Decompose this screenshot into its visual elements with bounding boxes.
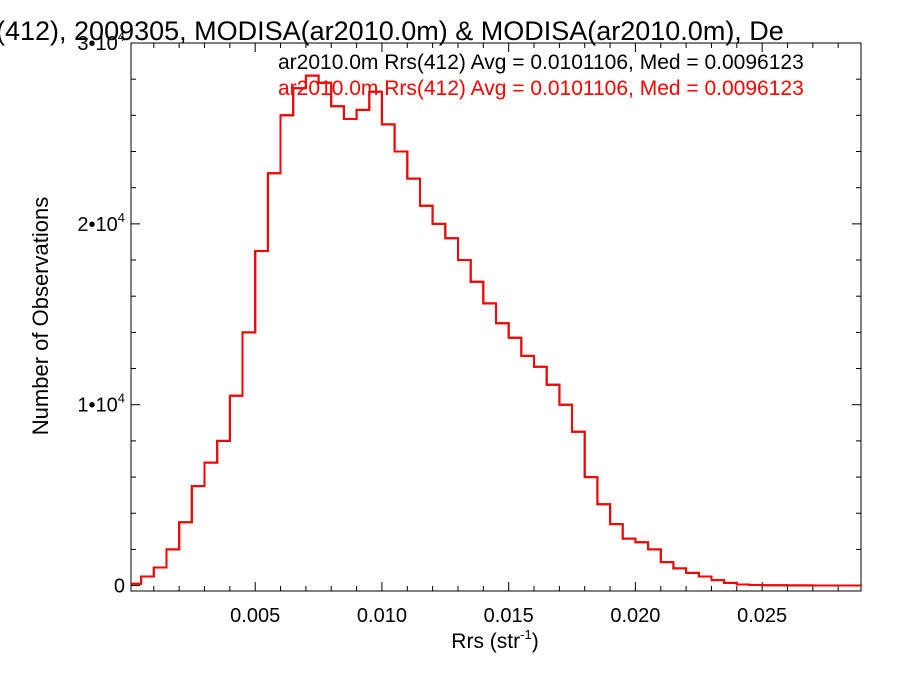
x-axis-label-end: ) <box>532 630 539 653</box>
chart-title: (412), 2009305, MODISA(ar2010.0m) & MODI… <box>0 16 784 46</box>
x-tick-label: 0.010 <box>357 605 407 627</box>
y-tick-label: 0 <box>114 576 125 598</box>
y-tick-mantissa: 1•10 <box>77 395 117 417</box>
series-red-line <box>131 74 862 587</box>
x-tick-label: 0.020 <box>610 605 660 627</box>
y-tick-exponent: 4 <box>118 391 125 406</box>
x-tick-label: 0.025 <box>737 605 787 627</box>
x-axis-label: Rrs (str-1) <box>451 627 538 653</box>
x-axis-label-sup: -1 <box>520 627 532 642</box>
legend-entry-red: ar2010.0m Rrs(412) Avg = 0.0101106, Med … <box>278 77 804 100</box>
legend: ar2010.0m Rrs(412) Avg = 0.0101106, Med … <box>278 51 804 100</box>
y-tick-mantissa: 0 <box>114 576 125 598</box>
x-axis: 0.005 0.010 0.015 0.020 0.025 <box>153 43 839 627</box>
y-tick-label: 3•104 <box>77 29 125 55</box>
x-axis-label-text: Rrs (str <box>451 630 520 653</box>
y-tick-exponent: 4 <box>118 210 125 225</box>
series-black-line <box>131 74 862 587</box>
y-tick-label: 2•104 <box>77 210 125 236</box>
legend-entry-black: ar2010.0m Rrs(412) Avg = 0.0101106, Med … <box>278 51 804 74</box>
series-layer <box>131 74 862 587</box>
y-tick-mantissa: 3•10 <box>77 33 117 55</box>
x-tick-label: 0.015 <box>484 605 534 627</box>
y-axis-label: Number of Observations <box>28 197 53 435</box>
x-tick-label: 0.005 <box>230 605 280 627</box>
y-tick-label: 1•104 <box>77 391 125 417</box>
y-tick-mantissa: 2•10 <box>77 214 117 236</box>
y-tick-exponent: 4 <box>118 29 125 44</box>
plot-area <box>130 42 862 592</box>
plot-frame <box>130 42 862 592</box>
